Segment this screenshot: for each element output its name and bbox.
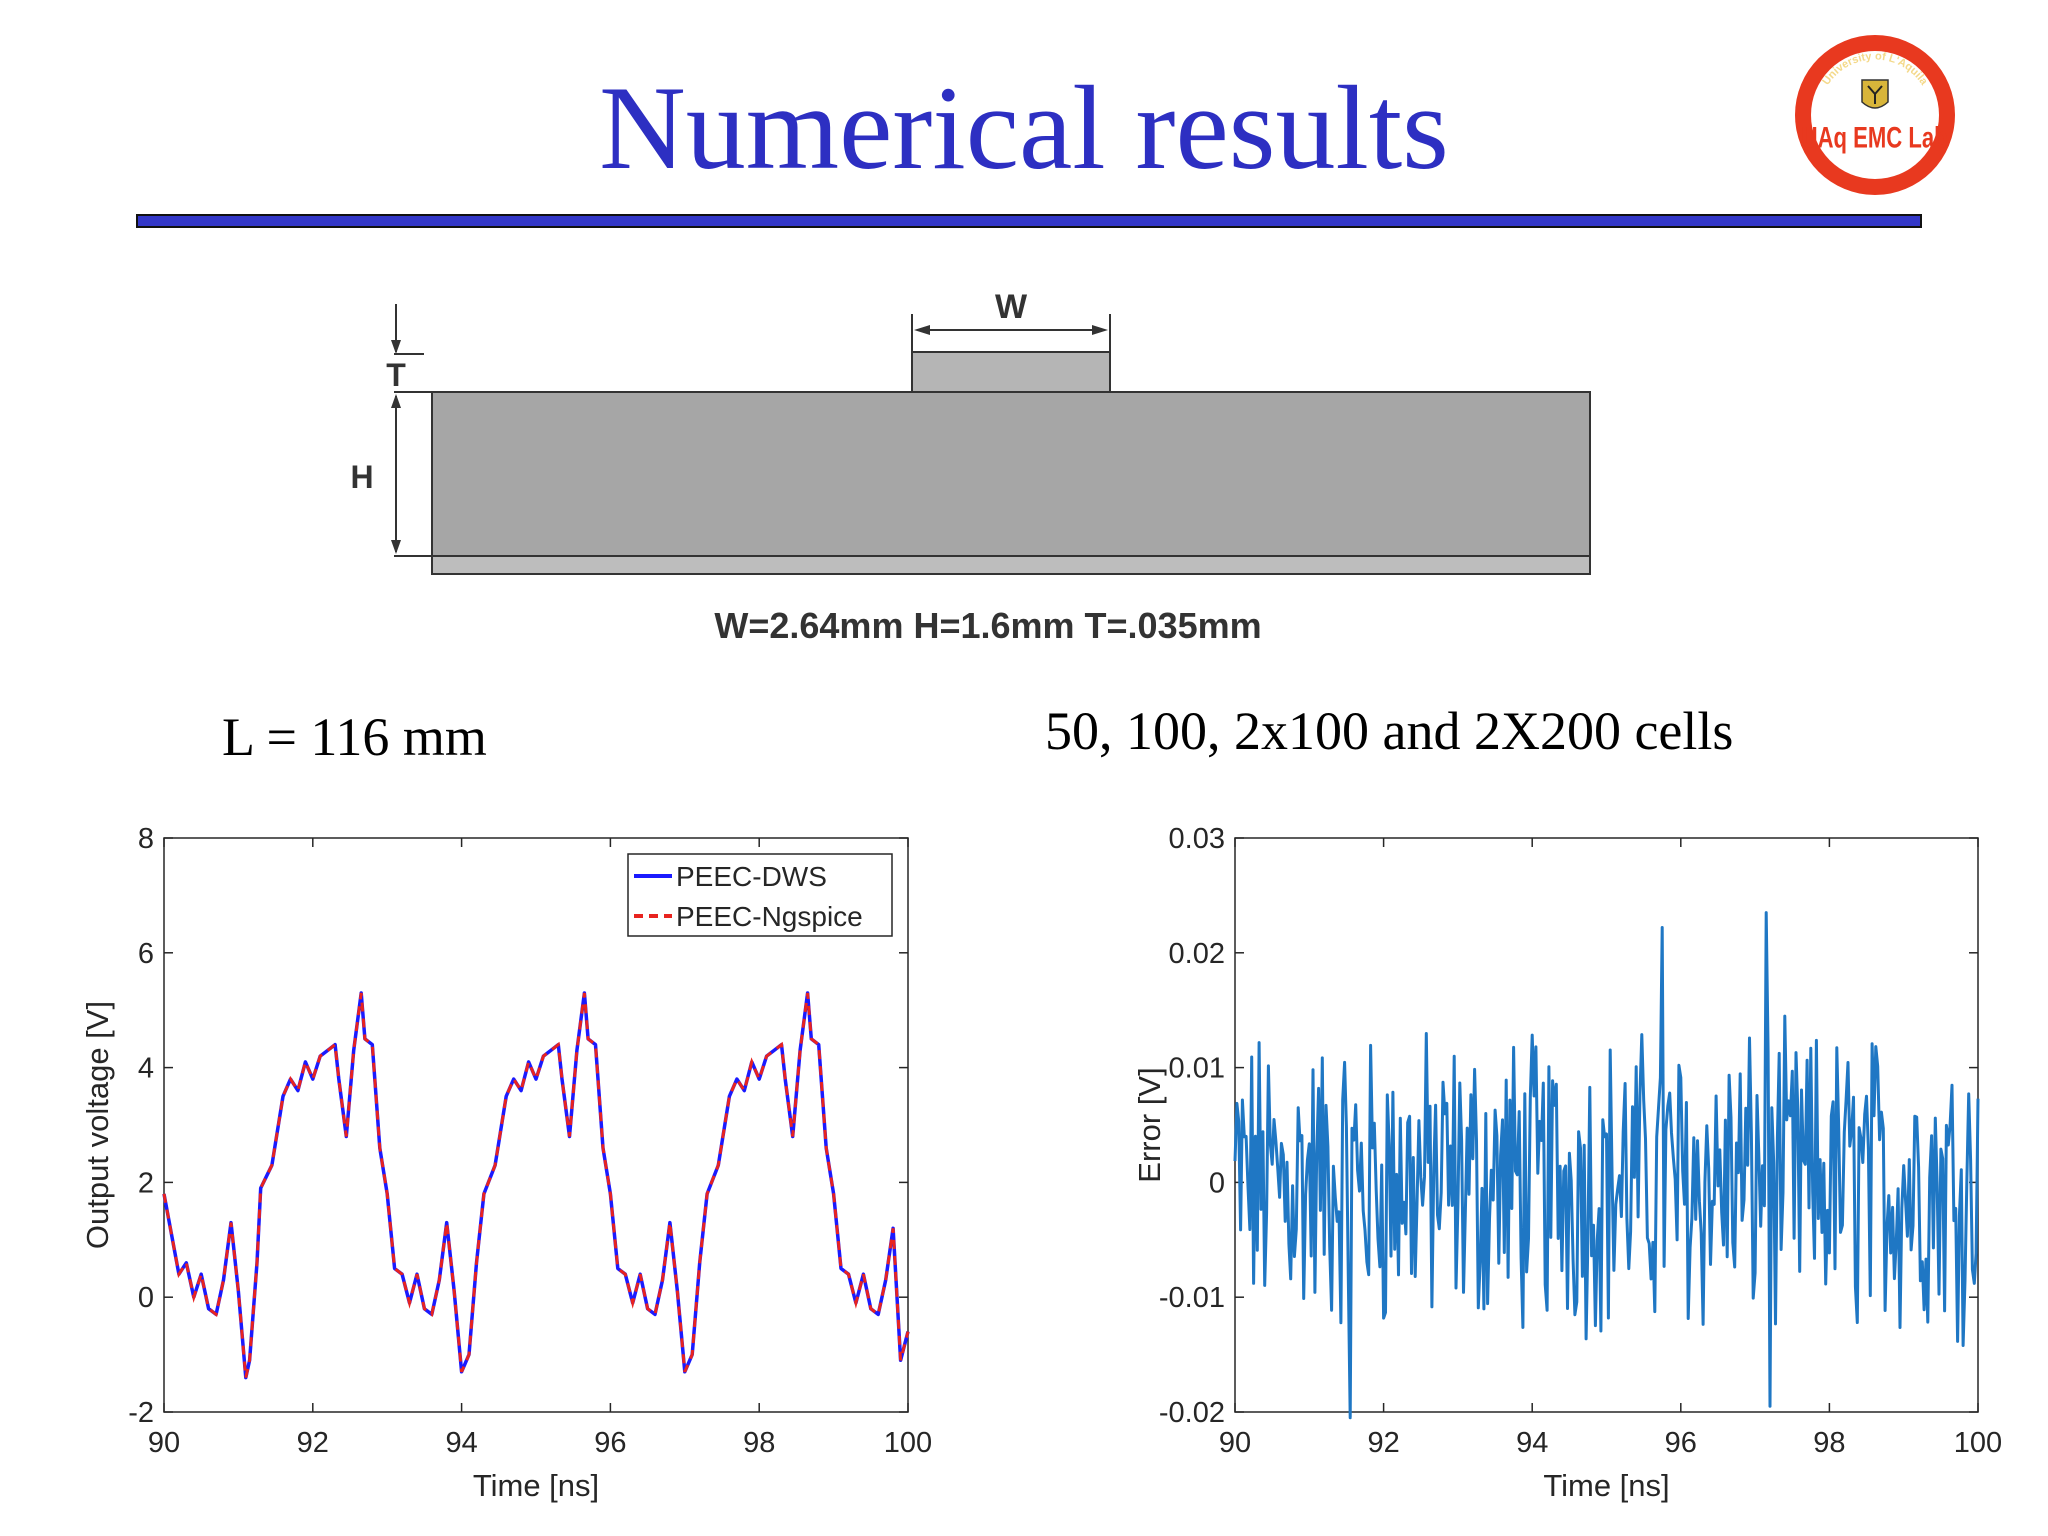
y-tick-label: 8 xyxy=(138,823,154,855)
line-length-caption: L = 116 mm xyxy=(222,707,487,767)
y-tick-label: 0 xyxy=(1209,1167,1225,1199)
series-line-peec-ngspice xyxy=(162,992,910,1378)
output-voltage-chart: 90 92 94 96 98 100 -2 0 2 4 6 8 Time [ns] Output volt… xyxy=(80,823,932,1503)
cells-caption: 50, 100, 2x100 and 2X200 cells xyxy=(1045,701,1734,761)
y-tick-label: 6 xyxy=(138,938,154,970)
y-axis-label: Output voltage [V] xyxy=(80,1001,115,1249)
width-label: W xyxy=(995,288,1028,326)
x-tick-label: 100 xyxy=(884,1427,932,1459)
x-tick-label: 100 xyxy=(1954,1427,2002,1459)
x-tick-label: 90 xyxy=(148,1427,180,1459)
slide-title: Numerical results xyxy=(599,61,1449,194)
x-tick-label: 96 xyxy=(1665,1427,1697,1459)
uaq-emc-lab-logo: University of L'Aquila UAq EMC Lab xyxy=(1795,35,1955,195)
thickness-label: T xyxy=(386,357,406,393)
y-tick-label: -0.02 xyxy=(1159,1397,1225,1429)
substrate xyxy=(431,391,1591,557)
logo-text: UAq EMC Lab xyxy=(1802,120,1948,154)
series-line-error xyxy=(1233,911,1980,1420)
x-tick-label: 98 xyxy=(1813,1427,1845,1459)
ground-plane xyxy=(431,555,1591,575)
y-tick-label: -2 xyxy=(128,1397,154,1429)
eagle-icon xyxy=(1867,85,1883,104)
trace-conductor xyxy=(911,351,1111,393)
x-axis-label: Time [ns] xyxy=(473,1468,599,1503)
height-label: H xyxy=(350,459,373,495)
y-tick-label: 0 xyxy=(138,1282,154,1314)
y-axis-label: Error [V] xyxy=(1132,1067,1167,1182)
x-tick-label: 90 xyxy=(1219,1427,1251,1459)
y-tick-label: -0.01 xyxy=(1159,1282,1225,1314)
legend xyxy=(627,853,893,937)
microstrip-cross-section-diagram: W T H W=2.64mm H=1.6mm T=.035mm xyxy=(318,256,1698,668)
legend-label-peec-dws: PEEC-DWS xyxy=(676,861,827,892)
y-tick-label: 4 xyxy=(138,1053,154,1085)
x-axis-label: Time [ns] xyxy=(1543,1468,1669,1503)
x-tick-label: 94 xyxy=(1516,1427,1548,1459)
y-tick-label: 0.02 xyxy=(1169,938,1225,970)
error-chart: 90 92 94 96 98 100 -0.02 -0.01 0 0.01 0.02 0.03 Time… xyxy=(1132,823,2002,1503)
x-tick-label: 92 xyxy=(1367,1427,1399,1459)
y-tick-label: 0.01 xyxy=(1169,1053,1225,1085)
title-underline xyxy=(136,214,1922,228)
logo-inner-disc xyxy=(1811,51,1939,179)
x-tick-label: 96 xyxy=(594,1427,626,1459)
diagram-caption: W=2.64mm H=1.6mm T=.035mm xyxy=(714,605,1261,646)
y-tick-label: 0.03 xyxy=(1169,823,1225,855)
x-tick-label: 92 xyxy=(297,1427,329,1459)
legend-label-peec-ngspice: PEEC-Ngspice xyxy=(676,901,863,932)
x-tick-label: 94 xyxy=(445,1427,477,1459)
y-tick-label: 2 xyxy=(138,1167,154,1199)
x-tick-label: 98 xyxy=(743,1427,775,1459)
